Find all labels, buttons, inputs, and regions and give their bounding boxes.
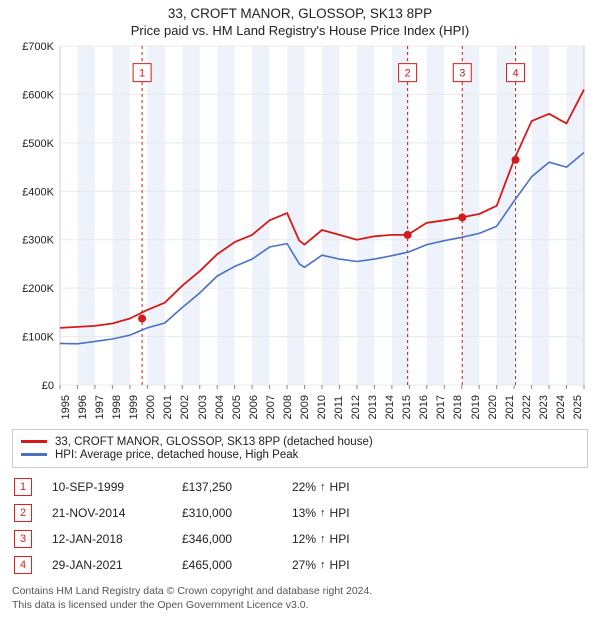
x-tick-label: 2011 <box>333 395 345 419</box>
svg-text:4: 4 <box>512 68 518 80</box>
svg-text:£0: £0 <box>42 380 54 392</box>
svg-text:£600K: £600K <box>22 89 54 101</box>
footer-line2: This data is licensed under the Open Gov… <box>12 598 588 612</box>
x-tick-label: 2002 <box>179 395 191 419</box>
arrow-up-icon: ↑ <box>320 481 326 493</box>
x-tick-label: 2021 <box>504 395 516 419</box>
x-tick-label: 2018 <box>452 395 464 419</box>
row-delta: 13% ↑ HPI <box>292 506 392 520</box>
arrow-up-icon: ↑ <box>320 559 326 571</box>
table-row: 1 10-SEP-1999 £137,250 22% ↑ HPI <box>12 474 588 500</box>
x-tick-label: 1998 <box>111 395 123 419</box>
svg-text:£300K: £300K <box>22 235 54 247</box>
x-tick-label: 2013 <box>367 395 379 419</box>
line-chart: £0 £100K £200K £300K £400K £500K £600K £700K 1 2 3… <box>10 40 590 395</box>
table-row: 4 29-JAN-2021 £465,000 27% ↑ HPI <box>12 552 588 578</box>
svg-text:3: 3 <box>459 68 465 80</box>
x-tick-label: 1996 <box>77 395 89 419</box>
svg-text:£100K: £100K <box>22 332 54 344</box>
row-price: £465,000 <box>182 558 272 572</box>
x-tick-label: 1997 <box>94 395 106 419</box>
row-date: 10-SEP-1999 <box>52 480 162 494</box>
row-badge: 4 <box>14 556 32 574</box>
legend-label: HPI: Average price, detached house, High… <box>55 449 298 461</box>
x-tick-label: 2000 <box>145 395 157 419</box>
arrow-up-icon: ↑ <box>320 533 326 545</box>
svg-text:£500K: £500K <box>22 138 54 150</box>
row-badge: 3 <box>14 530 32 548</box>
svg-text:£200K: £200K <box>22 283 54 295</box>
x-tick-label: 2001 <box>162 395 174 419</box>
row-delta: 27% ↑ HPI <box>292 558 392 572</box>
x-tick-label: 2008 <box>282 395 294 419</box>
x-tick-label: 1995 <box>60 395 72 419</box>
table-row: 2 21-NOV-2014 £310,000 13% ↑ HPI <box>12 500 588 526</box>
row-badge: 1 <box>14 478 32 496</box>
svg-text:£700K: £700K <box>22 41 54 53</box>
row-date: 29-JAN-2021 <box>52 558 162 572</box>
x-tick-label: 2025 <box>572 395 584 419</box>
x-tick-label: 2015 <box>401 395 413 419</box>
price-table: 1 10-SEP-1999 £137,250 22% ↑ HPI 2 21-NOV-201… <box>12 474 588 578</box>
row-delta: 12% ↑ HPI <box>292 532 392 546</box>
x-tick-label: 2014 <box>384 395 396 419</box>
legend-item: 33, CROFT MANOR, GLOSSOP, SK13 8PP (deta… <box>21 436 579 448</box>
legend: 33, CROFT MANOR, GLOSSOP, SK13 8PP (deta… <box>12 429 588 468</box>
svg-text:1: 1 <box>139 68 145 80</box>
x-tick-label: 2007 <box>265 395 277 419</box>
x-tick-label: 2020 <box>487 395 499 419</box>
legend-item: HPI: Average price, detached house, High… <box>21 449 579 461</box>
row-price: £346,000 <box>182 532 272 546</box>
row-price: £137,250 <box>182 480 272 494</box>
svg-text:£400K: £400K <box>22 186 54 198</box>
row-delta: 22% ↑ HPI <box>292 480 392 494</box>
x-tick-label: 2003 <box>197 395 209 419</box>
x-tick-label: 2006 <box>248 395 260 419</box>
x-tick-label: 2016 <box>418 395 430 419</box>
x-tick-label: 2023 <box>538 395 550 419</box>
legend-swatch <box>21 453 47 456</box>
chart-title: 33, CROFT MANOR, GLOSSOP, SK13 8PP <box>8 6 592 21</box>
chart-header: 33, CROFT MANOR, GLOSSOP, SK13 8PP Price… <box>0 0 600 38</box>
arrow-up-icon: ↑ <box>320 507 326 519</box>
table-row: 3 12-JAN-2018 £346,000 12% ↑ HPI <box>12 526 588 552</box>
chart-subtitle: Price paid vs. HM Land Registry's House … <box>8 23 592 38</box>
row-price: £310,000 <box>182 506 272 520</box>
row-date: 12-JAN-2018 <box>52 532 162 546</box>
footer: Contains HM Land Registry data © Crown c… <box>12 584 588 612</box>
row-date: 21-NOV-2014 <box>52 506 162 520</box>
x-tick-label: 2024 <box>555 395 567 419</box>
x-tick-label: 2019 <box>470 395 482 419</box>
x-tick-label: 2009 <box>299 395 311 419</box>
x-tick-label: 2022 <box>521 395 533 419</box>
x-tick-label: 2012 <box>350 395 362 419</box>
footer-line1: Contains HM Land Registry data © Crown c… <box>12 584 588 598</box>
legend-label: 33, CROFT MANOR, GLOSSOP, SK13 8PP (deta… <box>55 436 373 448</box>
x-tick-label: 2004 <box>214 395 226 419</box>
svg-text:2: 2 <box>405 68 411 80</box>
x-tick-label: 2005 <box>231 395 243 419</box>
x-tick-label: 1999 <box>128 395 140 419</box>
x-tick-label: 2010 <box>316 395 328 419</box>
legend-swatch <box>21 440 47 443</box>
x-tick-label: 2017 <box>435 395 447 419</box>
chart-container: £0 £100K £200K £300K £400K £500K £600K £700K 1 2 3… <box>0 38 600 421</box>
row-badge: 2 <box>14 504 32 522</box>
x-axis-ticks: 1995 1996 1997 1998 1999 2000 2001 2002 2003 2004… <box>60 395 584 419</box>
